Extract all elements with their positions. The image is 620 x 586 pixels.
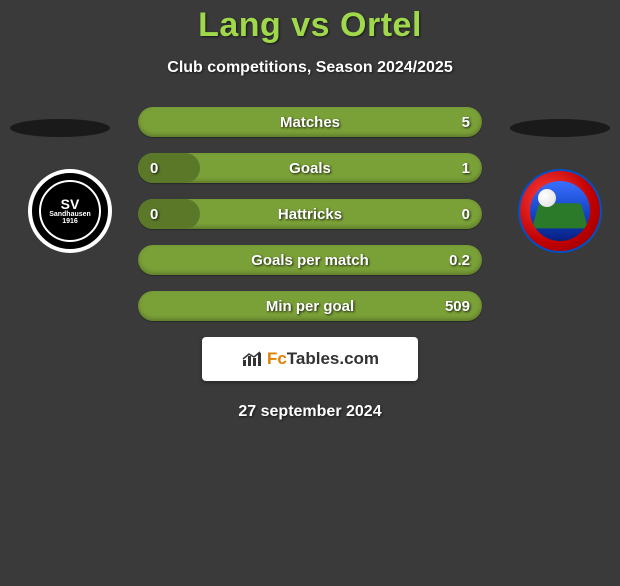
content-area: SV Sandhausen 1916 Matches50Goals10Hattr… [0,107,620,421]
stat-value-right: 5 [462,114,470,131]
club-logo-left-text: SV Sandhausen 1916 [49,197,91,225]
stat-bar: Goals per match0.2 [138,245,482,275]
stat-bar: Min per goal509 [138,291,482,321]
stat-bars: Matches50Goals10Hattricks0Goals per matc… [138,107,482,321]
player-shadow-right [510,119,610,137]
chart-icon [241,350,263,368]
logo-right-ball [538,189,556,207]
club-logo-left-inner: SV Sandhausen 1916 [39,180,101,242]
stat-bar: Matches5 [138,107,482,137]
club-logo-right-inner [530,181,590,241]
logo-right-field [532,203,588,228]
brand-accent: Fc [267,349,287,368]
brand-text: FcTables.com [267,349,379,369]
page-title: Lang vs Ortel [0,6,620,45]
stat-value-right: 1 [462,160,470,177]
logo-left-name: Sandhausen [49,211,91,218]
player-shadow-left [10,119,110,137]
stat-value-right: 0 [462,206,470,223]
subtitle: Club competitions, Season 2024/2025 [0,59,620,77]
stat-label: Hattricks [138,206,482,223]
logo-left-sv: SV [49,197,91,211]
date-text: 27 september 2024 [0,403,620,421]
comparison-card: Lang vs Ortel Club competitions, Season … [0,6,620,421]
stat-label: Goals per match [138,252,482,269]
club-logo-left: SV Sandhausen 1916 [28,169,112,253]
stat-label: Min per goal [138,298,482,315]
brand-box[interactable]: FcTables.com [202,337,418,381]
stat-label: Matches [138,114,482,131]
brand-rest: Tables.com [287,349,379,368]
stat-bar: 0Goals1 [138,153,482,183]
logo-left-year: 1916 [49,218,91,225]
club-logo-right [518,169,602,253]
stat-value-right: 509 [445,298,470,315]
stat-label: Goals [138,160,482,177]
stat-value-right: 0.2 [449,252,470,269]
stat-bar: 0Hattricks0 [138,199,482,229]
